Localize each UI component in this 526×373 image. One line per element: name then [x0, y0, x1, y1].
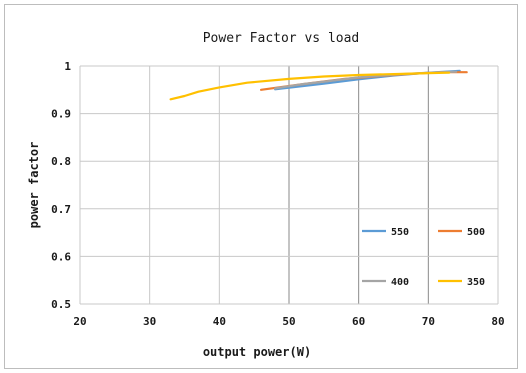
tick-labels: 20 30 40 50 60 70 80 0.5 0.6 0.7 0.8 0.9 1: [51, 60, 505, 328]
y-tick-label: 0.8: [51, 155, 71, 168]
chart-title: Power Factor vs load: [203, 31, 360, 46]
series-lines: [169, 69, 468, 101]
y-axis-label: power factor: [27, 142, 41, 229]
y-tick-label: 0.6: [51, 250, 71, 263]
x-tick-label: 80: [491, 315, 504, 328]
x-axis-label: output power(W): [203, 345, 311, 359]
y-tick-label: 1: [64, 60, 71, 73]
legend-label-400: 400: [391, 277, 409, 288]
x-tick-label: 50: [282, 315, 295, 328]
legend: 550 500 400 350: [362, 227, 485, 288]
chart-frame: [4, 4, 518, 369]
legend-label-350: 350: [467, 277, 485, 288]
x-tick-label: 20: [73, 315, 86, 328]
grid: [79, 65, 499, 305]
y-tick-label: 0.5: [51, 298, 71, 311]
x-tick-label: 40: [213, 315, 226, 328]
y-tick-label: 0.7: [51, 203, 71, 216]
x-tick-label: 70: [422, 315, 435, 328]
x-tick-label: 60: [352, 315, 365, 328]
series-line-350: [169, 71, 451, 101]
x-tick-label: 30: [143, 315, 156, 328]
legend-label-500: 500: [467, 227, 485, 238]
legend-label-550: 550: [391, 227, 409, 238]
y-tick-label: 0.9: [51, 108, 71, 121]
